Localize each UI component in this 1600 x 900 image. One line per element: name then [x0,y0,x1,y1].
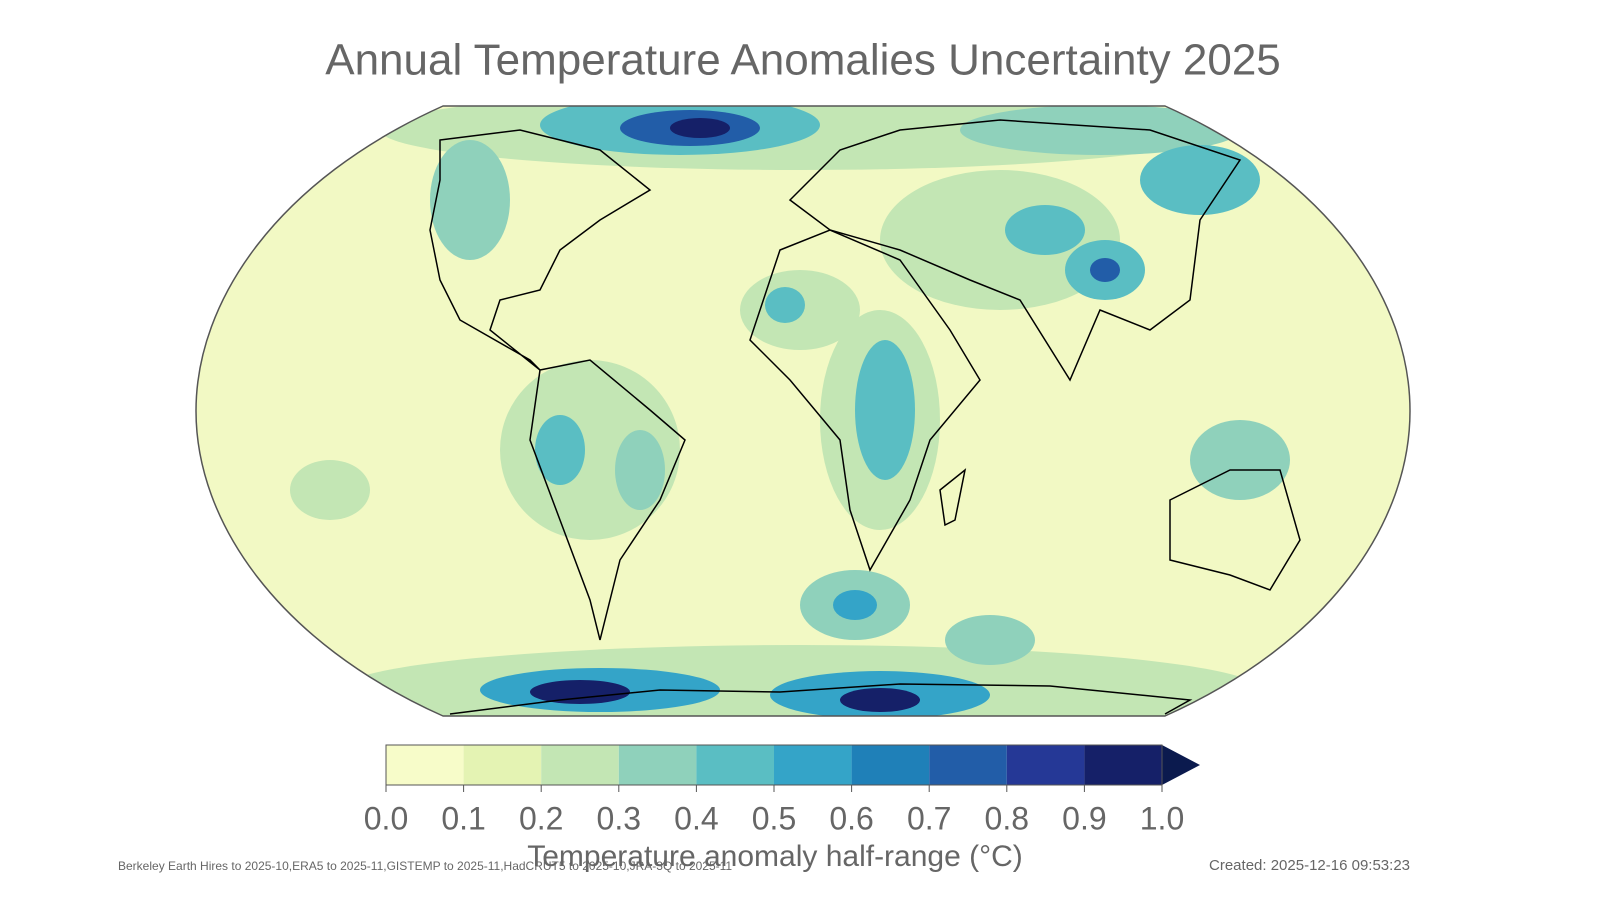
colorbar-label: Temperature anomaly half-range (°C) [527,840,1023,873]
colorbar-tick-label: 0.2 [519,800,563,836]
colorbar-tick-label: 0.9 [1062,800,1106,836]
map-field [196,106,1410,716]
colorbar-bin [541,745,619,785]
coastlines [429,119,1301,715]
colorbar-bin [774,745,852,785]
uncertainty-blobs [290,106,1290,716]
colorbar-tick-label: 0.8 [985,800,1029,836]
colorbar-bin [386,745,464,785]
colorbar-tick-label: 0.0 [364,800,408,836]
colorbar-bin [618,745,697,785]
created-stamp: Created: 2025-12-16 09:53:23 [1209,857,1410,874]
colorbar-bin [696,745,774,785]
colorbar-tick-label: 1.0 [1140,800,1184,836]
colorbar-extension [1162,745,1200,785]
colorbar-tick-label: 0.1 [441,800,485,836]
colorbar-bin [1084,745,1162,785]
colorbar-bin [1006,745,1085,785]
source-note: Berkeley Earth Hires to 2025-10,ERA5 to … [118,859,732,873]
chart-title: Annual Temperature Anomalies Uncertainty… [325,36,1281,85]
colorbar-tick-label: 0.3 [597,800,641,836]
colorbar-bin [929,745,1007,785]
colorbar-tick-label: 0.6 [829,800,873,836]
map-frame [195,105,1411,717]
colorbar-tick-label: 0.5 [752,800,796,836]
colorbar-tick-label: 0.7 [907,800,951,836]
colorbar-bin [463,745,542,785]
colorbar-bin [851,745,930,785]
colorbar-tick-label: 0.4 [674,800,718,836]
